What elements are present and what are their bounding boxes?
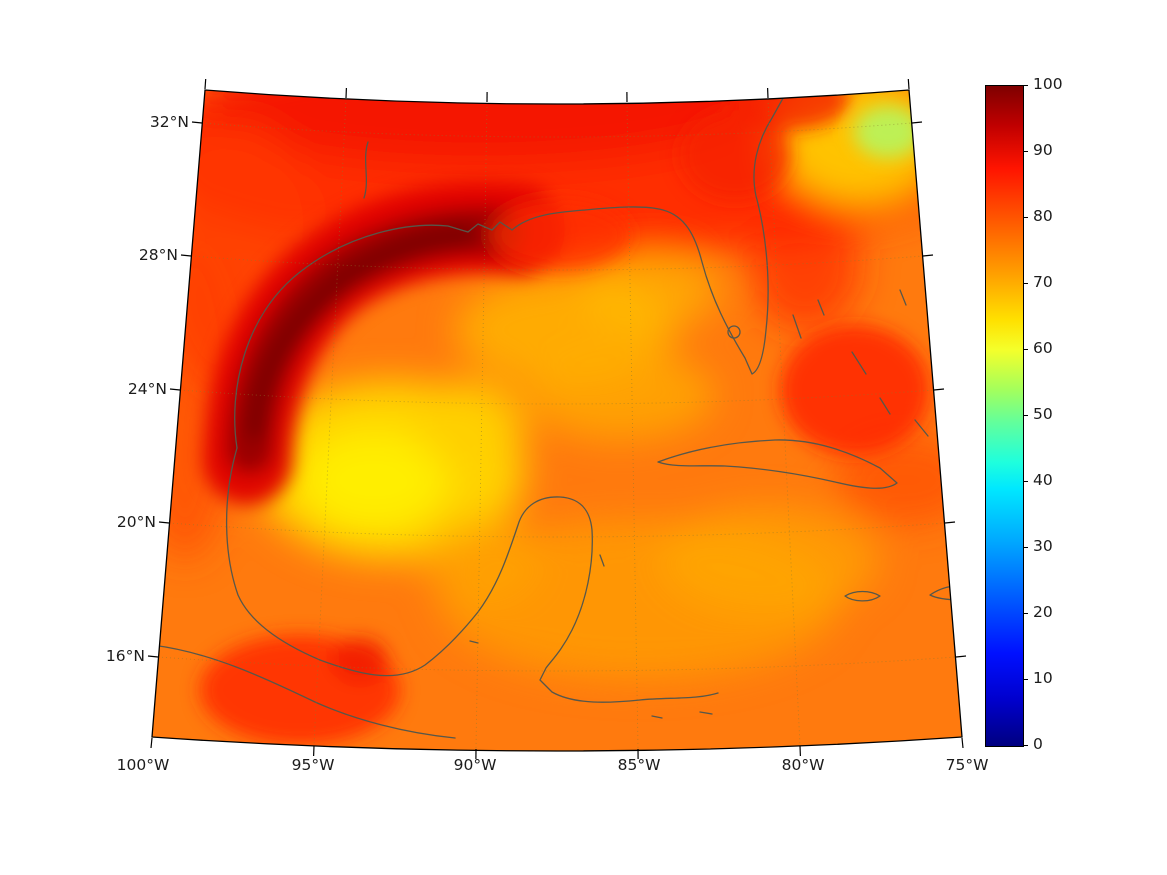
lat-tick-label-32n: 32°N [149,113,189,131]
colorbar [985,85,1024,747]
axis-ticks [147,78,967,760]
colorbar-tick-label-0: 0 [1033,735,1043,753]
field-blobs-soft [152,90,962,680]
colorbar-tick [1023,151,1028,153]
colorbar-tick [1023,613,1028,615]
lon-tick-label-85w: 85°W [617,756,661,774]
colorbar-tick [1023,547,1028,549]
lon-tick-label-90w: 90°W [453,756,497,774]
lat-tick-label-28n: 28°N [138,246,178,264]
colorbar-tick [1023,481,1028,483]
colorbar-tick [1023,415,1028,417]
colorbar-tick-label-50: 50 [1033,405,1053,423]
colorbar-tick-label-100: 100 [1033,75,1063,93]
colorbar-tick [1023,679,1028,681]
colorbar-tick-label-70: 70 [1033,273,1053,291]
lon-tick-label-95w: 95°W [291,756,335,774]
graticule [157,98,957,750]
coastlines [152,90,962,739]
lat-tick-label-24n: 24°N [127,380,167,398]
lake-okeechobee-outline [727,325,741,339]
colorbar-tick [1023,85,1028,87]
lon-tick-label-100w: 100°W [116,756,170,774]
colorbar-tick-label-10: 10 [1033,669,1053,687]
colorbar-tick-label-90: 90 [1033,141,1053,159]
lon-tick-label-80w: 80°W [781,756,825,774]
colorbar-tick [1023,217,1028,219]
colorbar-tick-label-40: 40 [1033,471,1053,489]
field-blobs-detail [200,90,930,745]
lat-tick-label-20n: 20°N [116,513,156,531]
map-border [151,89,963,752]
colorbar-tick [1023,283,1028,285]
colorbar-tick [1023,349,1028,351]
colorbar-tick-label-80: 80 [1033,207,1053,225]
colorbar-tick-label-60: 60 [1033,339,1053,357]
colorbar-tick-label-20: 20 [1033,603,1053,621]
colorbar-tick-label-30: 30 [1033,537,1053,555]
lon-tick-label-75w: 75°W [945,756,989,774]
colorbar-tick [1023,745,1028,747]
lat-tick-label-16n: 16°N [105,647,145,665]
